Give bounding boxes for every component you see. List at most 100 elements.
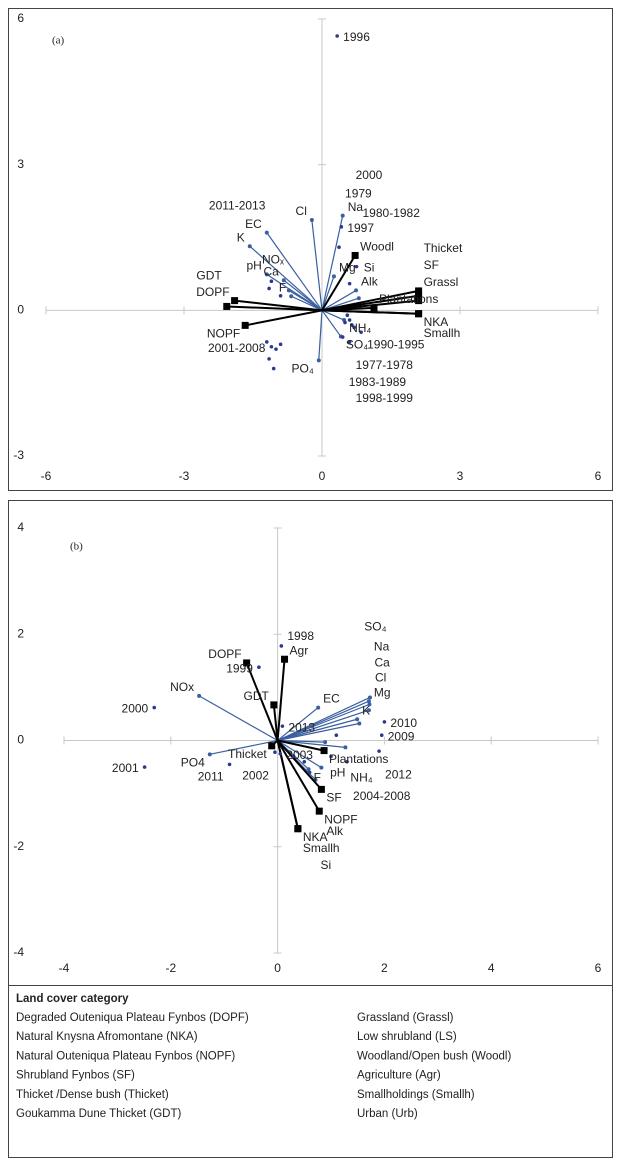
land-cover-label: NOPF (324, 812, 357, 826)
land-cover-label: DOPF (208, 647, 241, 661)
variable-vector (318, 310, 323, 361)
variable-label: pH (246, 259, 261, 273)
variable-vector (321, 215, 344, 311)
y-tick-label: 0 (17, 733, 24, 747)
point-label: 1997 (347, 221, 374, 235)
score-point (329, 754, 333, 759)
legend-item: Low shrubland (LS) (357, 1031, 457, 1043)
land-cover-marker (415, 297, 423, 305)
variable-label: PO₄ (292, 362, 314, 376)
x-tick-label: 0 (274, 961, 281, 975)
variable-marker (357, 721, 362, 726)
point-label: 2004-2008 (353, 789, 411, 803)
land-cover-marker (294, 825, 302, 833)
y-tick-label: 6 (17, 11, 24, 25)
land-cover-label: SF (424, 258, 439, 272)
legend-item: Shrubland Fynbos (SF) (16, 1070, 135, 1082)
score-point (279, 644, 284, 648)
land-cover-vector (321, 254, 356, 311)
score-point (379, 733, 384, 737)
point-label: 2000 (356, 168, 383, 182)
score-point (335, 34, 339, 38)
variable-label: SO₄ (346, 338, 368, 352)
variable-label: Ca (374, 656, 390, 670)
x-tick-label: 6 (595, 469, 602, 483)
variable-marker (264, 272, 269, 277)
x-tick-label: -2 (165, 961, 176, 975)
score-point (334, 733, 339, 737)
variable-marker (281, 278, 286, 283)
variable-label: PO4 (181, 755, 205, 769)
score-point (339, 225, 344, 229)
score-point (273, 750, 277, 754)
variable-label: Si (364, 260, 375, 274)
land-cover-marker (231, 297, 239, 305)
score-point (257, 665, 261, 669)
score-point (343, 320, 347, 325)
x-tick-label: 6 (595, 961, 602, 975)
legend-item: Goukamma Dune Thicket (GDT) (16, 1108, 181, 1120)
y-tick-label: 2 (17, 626, 24, 640)
land-cover-label: Smallh (424, 326, 461, 340)
land-cover-label: Agr (290, 643, 309, 657)
y-tick-label: -3 (13, 448, 24, 462)
land-cover-marker (223, 302, 231, 310)
variable-marker (207, 752, 212, 757)
variable-label: K (237, 230, 245, 244)
variable-marker (356, 296, 361, 301)
score-point (142, 765, 147, 769)
variable-label: Mg (374, 685, 391, 699)
x-tick-label: 3 (457, 469, 464, 483)
point-label: 2012 (385, 767, 412, 781)
y-tick-label: -2 (13, 839, 24, 853)
score-point (307, 770, 312, 775)
variable-label: Ca (263, 264, 279, 278)
variable-marker (355, 717, 360, 722)
score-point (269, 279, 274, 284)
point-label: 2003 (286, 748, 313, 762)
x-tick-label: 0 (319, 469, 326, 483)
point-label: 1990-1995 (367, 337, 425, 351)
panel-label: (b) (70, 541, 83, 553)
variable-marker (306, 767, 311, 772)
land-cover-label: Plantations (379, 292, 438, 306)
land-cover-label: DOPF (196, 285, 229, 299)
panel-a-frame (8, 8, 613, 491)
score-point (345, 313, 350, 317)
land-cover-label: Grassl (424, 275, 459, 289)
score-point (291, 754, 296, 759)
variable-label: Si (321, 858, 332, 872)
y-tick-label: 3 (17, 157, 24, 171)
score-point (352, 325, 357, 330)
score-point (278, 293, 283, 298)
variable-vector (321, 309, 342, 337)
point-label: 1979 (345, 186, 372, 200)
legend-item: Degraded Outeniqua Plateau Fynbos (DOPF) (16, 1012, 249, 1024)
land-cover-label: GDT (196, 269, 222, 283)
score-point (382, 720, 387, 724)
land-cover-vector (276, 739, 321, 812)
land-cover-label: NKA (424, 315, 449, 329)
score-point (359, 330, 363, 334)
x-tick-label: 4 (488, 961, 495, 975)
panel-b-frame (8, 500, 613, 986)
land-cover-label: Thicket (424, 241, 463, 255)
legend-frame (8, 985, 613, 1158)
variable-marker (343, 745, 348, 750)
variable-marker (286, 288, 291, 293)
score-point (347, 281, 352, 286)
score-point (271, 366, 276, 371)
variable-vector (321, 309, 345, 321)
point-label: 1998 (287, 629, 314, 643)
variable-marker (289, 294, 294, 299)
score-point (302, 759, 307, 764)
legend-item: Woodland/Open bush (Woodl) (357, 1050, 511, 1062)
point-label: 1998-1999 (356, 391, 414, 405)
point-label: 2000 (122, 702, 149, 716)
land-cover-marker (270, 701, 278, 709)
legend-item: Natural Outeniqua Plateau Fynbos (NOPF) (16, 1050, 235, 1062)
legend-item: Natural Knysna Afromontane (NKA) (16, 1031, 198, 1043)
variable-marker (366, 708, 371, 713)
score-point (278, 751, 283, 756)
